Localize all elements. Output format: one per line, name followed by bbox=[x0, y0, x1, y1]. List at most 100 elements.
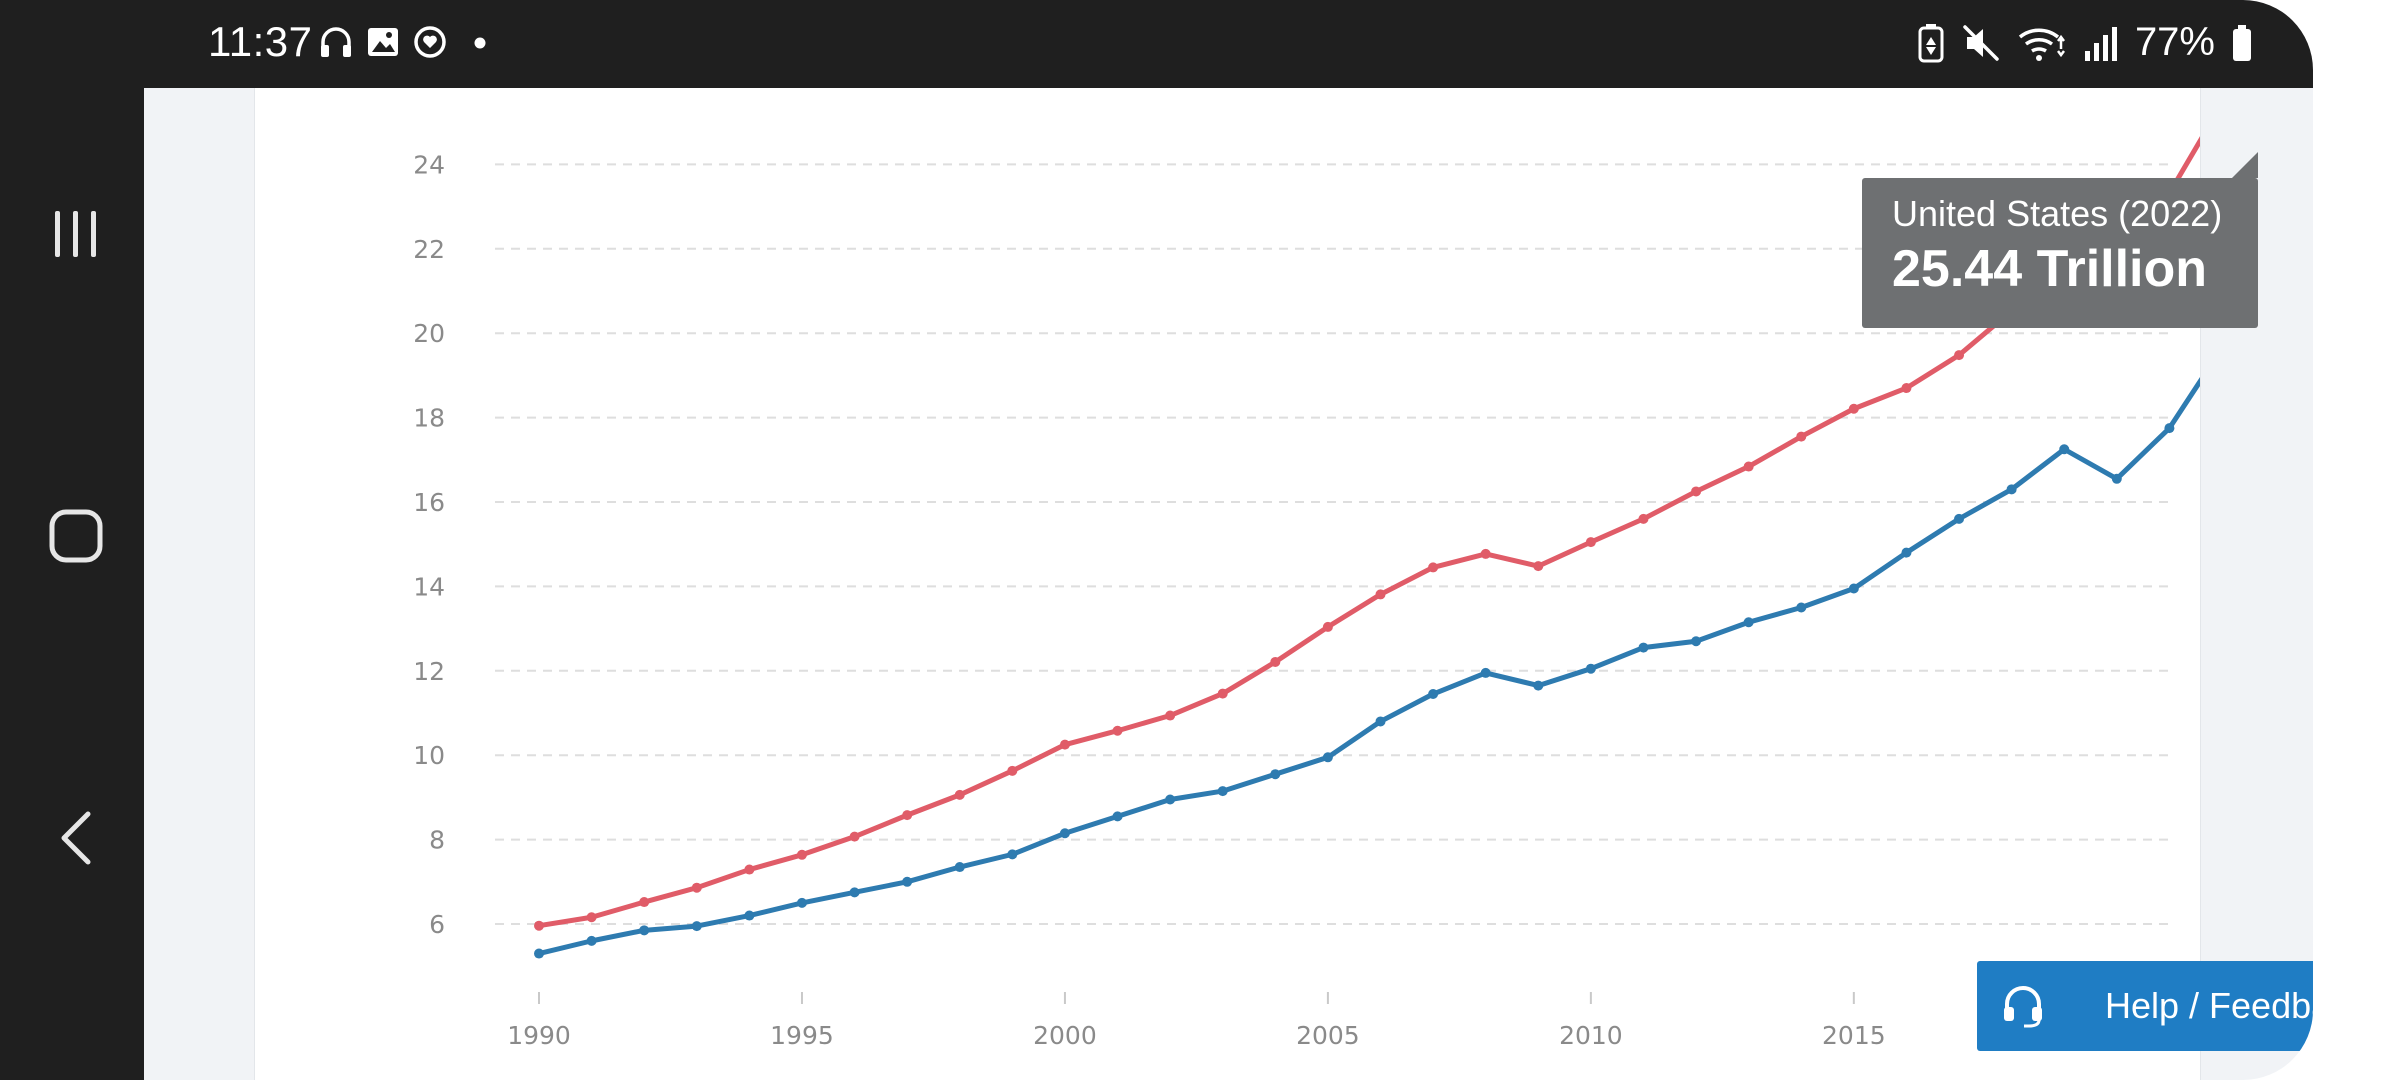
y-tick-label: 24 bbox=[413, 150, 445, 179]
image-icon bbox=[368, 28, 398, 56]
data-point bbox=[1428, 562, 1439, 573]
y-tick-label: 12 bbox=[413, 657, 445, 686]
data-point bbox=[1901, 547, 1912, 558]
data-point bbox=[796, 849, 807, 860]
tooltip-value: 25.44 Trillion bbox=[1892, 240, 2208, 298]
data-point bbox=[1691, 636, 1702, 647]
x-tick-label: 2010 bbox=[1559, 1021, 1623, 1050]
x-tick-label: 1995 bbox=[770, 1021, 834, 1050]
recent-apps-icon[interactable] bbox=[36, 194, 116, 274]
data-point bbox=[849, 831, 860, 842]
data-point bbox=[1796, 602, 1807, 613]
data-point bbox=[1270, 656, 1281, 667]
data-point bbox=[1480, 667, 1491, 678]
data-point bbox=[1743, 461, 1754, 472]
data-point bbox=[1165, 794, 1176, 805]
data-point bbox=[1165, 710, 1176, 721]
data-point bbox=[586, 912, 597, 923]
data-point bbox=[639, 925, 650, 936]
data-point bbox=[2006, 484, 2017, 495]
data-point bbox=[586, 935, 597, 946]
y-tick-label: 10 bbox=[413, 741, 445, 770]
headset-icon bbox=[2004, 986, 2042, 1028]
x-tick-label: 2000 bbox=[1033, 1021, 1097, 1050]
help-feedback-label: Help / Feedback bbox=[2105, 985, 2313, 1026]
data-point bbox=[2059, 444, 2070, 455]
phone-screen: 6 8 10 12 14 16 18 20 22 24 1990 1995 2000 2005 2010 20… bbox=[144, 0, 2313, 1080]
data-point bbox=[1533, 680, 1544, 691]
mute-icon bbox=[1963, 24, 1999, 61]
data-point bbox=[954, 789, 965, 800]
data-point bbox=[1270, 769, 1281, 780]
battery-saver-icon bbox=[1918, 23, 1944, 62]
dot-icon bbox=[474, 37, 486, 49]
data-point bbox=[1375, 716, 1386, 727]
series-line-2 bbox=[536, 376, 2200, 957]
headphones-icon bbox=[321, 27, 351, 57]
home-icon[interactable] bbox=[36, 496, 116, 576]
signal-icon bbox=[2084, 26, 2117, 61]
data-point bbox=[2111, 473, 2122, 484]
data-point bbox=[954, 862, 965, 873]
data-point bbox=[902, 810, 913, 821]
data-point bbox=[1480, 548, 1491, 559]
tooltip-title: United States (2022) bbox=[1892, 193, 2223, 234]
data-point bbox=[1112, 811, 1123, 822]
data-point bbox=[1796, 431, 1807, 442]
data-point bbox=[639, 897, 650, 908]
data-point bbox=[1585, 663, 1596, 674]
chart-tooltip: United States (2022) 25.44 Trillion bbox=[1862, 152, 2258, 328]
data-point bbox=[691, 882, 702, 893]
data-point bbox=[1112, 725, 1123, 736]
data-point bbox=[1848, 583, 1859, 594]
data-point bbox=[534, 920, 544, 931]
data-point bbox=[1848, 403, 1859, 414]
data-point bbox=[2164, 423, 2175, 434]
y-tick-label: 16 bbox=[413, 488, 445, 517]
data-point bbox=[1059, 828, 1070, 839]
wifi-icon bbox=[2018, 27, 2065, 61]
data-point bbox=[1007, 765, 1018, 776]
data-point bbox=[1375, 589, 1386, 600]
data-point bbox=[1217, 786, 1228, 797]
data-point bbox=[1638, 642, 1649, 653]
status-time: 11:37 bbox=[208, 18, 313, 65]
circle-heart-icon bbox=[414, 26, 446, 58]
data-point bbox=[849, 887, 860, 898]
help-feedback-button[interactable]: Help / Feedback bbox=[1977, 961, 2313, 1051]
x-tick-label: 2015 bbox=[1822, 1021, 1886, 1050]
data-point bbox=[1428, 689, 1439, 700]
y-tick-label: 22 bbox=[413, 235, 445, 264]
data-point bbox=[534, 948, 544, 959]
y-tick-label: 6 bbox=[429, 910, 445, 939]
data-point bbox=[691, 921, 702, 932]
data-point bbox=[1217, 688, 1228, 699]
gdp-line-chart: 6 8 10 12 14 16 18 20 22 24 1990 1995 2000 2005 2010 20… bbox=[413, 136, 2200, 1050]
y-tick-label: 18 bbox=[413, 404, 445, 433]
back-icon[interactable] bbox=[36, 798, 116, 878]
data-point bbox=[1007, 849, 1018, 860]
x-tick-label: 1990 bbox=[507, 1021, 571, 1050]
data-point bbox=[902, 876, 913, 887]
battery-icon bbox=[2233, 24, 2251, 61]
x-tick-label: 2005 bbox=[1296, 1021, 1360, 1050]
data-point bbox=[1691, 486, 1702, 497]
data-point bbox=[1901, 383, 1912, 394]
data-point bbox=[1954, 350, 1965, 361]
data-point bbox=[1322, 752, 1333, 763]
data-point bbox=[1954, 513, 1965, 524]
data-point bbox=[1059, 739, 1070, 750]
y-tick-label: 20 bbox=[413, 319, 445, 348]
y-tick-label: 14 bbox=[413, 572, 445, 601]
data-point bbox=[1585, 537, 1596, 548]
y-tick-label: 8 bbox=[429, 826, 445, 855]
data-point bbox=[744, 910, 755, 921]
data-point bbox=[1533, 561, 1544, 572]
battery-percentage: 77% bbox=[2134, 20, 2215, 64]
status-bar: 11:37 bbox=[144, 0, 2313, 88]
data-point bbox=[1322, 621, 1333, 632]
data-point bbox=[744, 864, 755, 875]
data-point bbox=[1638, 513, 1649, 524]
data-point bbox=[1743, 617, 1754, 628]
data-point bbox=[796, 897, 807, 908]
